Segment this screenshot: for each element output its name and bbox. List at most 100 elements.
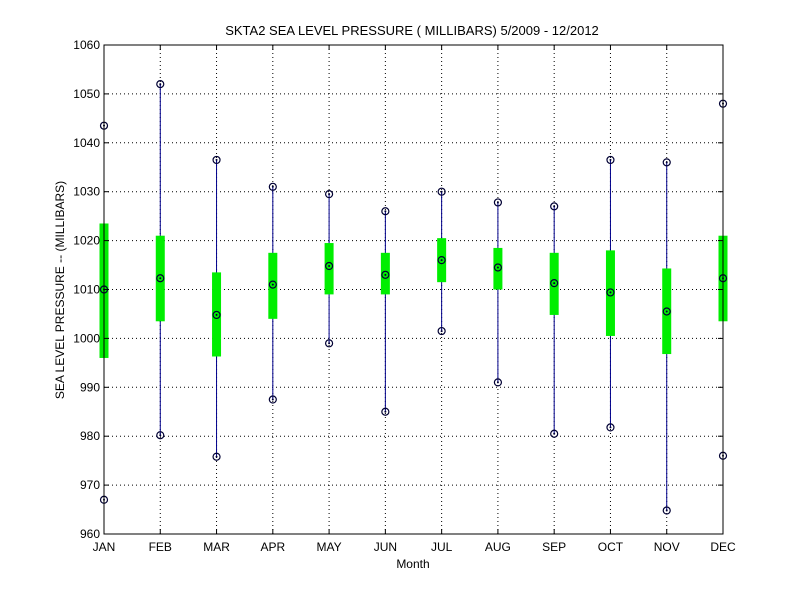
max-marker-dot bbox=[384, 210, 387, 213]
min-marker-dot bbox=[609, 426, 612, 429]
max-marker-dot bbox=[159, 83, 162, 86]
min-marker bbox=[324, 339, 334, 348]
y-axis-ticks: 960 970 980 990 1000 1010 1020 1030 1040 1050 1060 bbox=[73, 38, 723, 541]
mean-marker bbox=[212, 310, 221, 320]
x-axis-ticks: JAN FEB MAR APR MAY JUN JUL AUG SEP OCT NOV DEC bbox=[93, 45, 736, 554]
y-tick-label: 1050 bbox=[73, 87, 100, 101]
mean-marker-dot bbox=[440, 259, 443, 262]
month-group-mar bbox=[212, 155, 222, 461]
min-marker-dot bbox=[440, 330, 443, 333]
mean-marker bbox=[550, 279, 559, 288]
mean-marker bbox=[324, 261, 334, 271]
mean-marker bbox=[437, 256, 446, 265]
min-marker bbox=[268, 395, 277, 404]
chart-title: SKTA2 SEA LEVEL PRESSURE ( MILLIBARS) 5/… bbox=[225, 23, 599, 38]
month-group-apr bbox=[268, 182, 278, 404]
mean-marker-dot bbox=[384, 273, 387, 276]
y-tick-label: 990 bbox=[80, 380, 100, 394]
x-axis-label: Month bbox=[396, 557, 429, 571]
max-marker-dot bbox=[328, 193, 331, 196]
min-marker-dot bbox=[328, 342, 331, 345]
month-group-aug bbox=[493, 198, 503, 387]
min-marker bbox=[606, 423, 615, 432]
x-tick-label: APR bbox=[260, 540, 285, 554]
max-marker-dot bbox=[665, 161, 668, 164]
min-marker-dot bbox=[553, 432, 556, 435]
min-marker bbox=[437, 326, 446, 336]
y-axis-label: SEA LEVEL PRESSURE -- (MILLIBARS) bbox=[53, 181, 67, 399]
mean-marker bbox=[268, 280, 277, 289]
min-marker bbox=[662, 506, 671, 515]
max-marker bbox=[324, 190, 334, 199]
max-marker-dot bbox=[609, 158, 612, 161]
mean-marker bbox=[156, 274, 165, 283]
mean-marker bbox=[606, 288, 615, 297]
x-tick-label: OCT bbox=[598, 540, 624, 554]
month-group-oct bbox=[605, 155, 615, 432]
range-box bbox=[380, 252, 390, 295]
x-tick-label: JUN bbox=[374, 540, 397, 554]
max-marker bbox=[437, 187, 446, 196]
range-box bbox=[268, 252, 278, 319]
max-marker bbox=[212, 155, 221, 165]
min-marker-dot bbox=[665, 509, 668, 512]
x-tick-label: NOV bbox=[654, 540, 680, 554]
x-tick-label: JAN bbox=[93, 540, 116, 554]
x-tick-label: SEP bbox=[542, 540, 566, 554]
x-tick-label: DEC bbox=[710, 540, 736, 554]
min-marker-dot bbox=[215, 455, 218, 458]
month-group-may bbox=[324, 190, 334, 348]
range-box bbox=[493, 247, 503, 290]
min-marker bbox=[212, 452, 221, 461]
mean-marker-dot bbox=[215, 313, 218, 316]
max-marker bbox=[268, 182, 277, 191]
max-marker-dot bbox=[553, 205, 556, 208]
max-marker bbox=[550, 202, 559, 211]
min-marker-dot bbox=[159, 434, 162, 437]
y-tick-label: 1060 bbox=[73, 38, 100, 52]
max-marker-dot bbox=[271, 185, 274, 188]
month-group-feb bbox=[155, 80, 165, 440]
y-tick-label: 1020 bbox=[73, 234, 100, 248]
range-box bbox=[324, 243, 334, 295]
min-marker bbox=[550, 429, 559, 438]
min-marker bbox=[493, 378, 503, 387]
x-tick-label: MAY bbox=[317, 540, 342, 554]
y-tick-label: 970 bbox=[80, 478, 100, 492]
max-marker bbox=[381, 207, 390, 216]
min-marker-dot bbox=[271, 398, 274, 401]
mean-marker-dot bbox=[496, 266, 499, 269]
max-marker bbox=[493, 198, 503, 207]
min-marker-dot bbox=[496, 381, 499, 384]
mean-marker-dot bbox=[328, 265, 331, 268]
grid-lines bbox=[104, 45, 723, 534]
mean-marker-dot bbox=[553, 282, 556, 285]
mean-marker-dot bbox=[665, 310, 668, 313]
min-marker bbox=[156, 431, 165, 440]
max-marker-dot bbox=[496, 201, 499, 204]
month-group-nov bbox=[662, 158, 672, 515]
max-marker bbox=[662, 158, 671, 167]
mean-marker-dot bbox=[609, 291, 612, 294]
mean-marker bbox=[493, 263, 503, 272]
month-group-sep bbox=[549, 202, 559, 438]
mean-marker bbox=[381, 270, 390, 279]
min-marker-dot bbox=[384, 410, 387, 413]
max-marker bbox=[156, 80, 165, 89]
x-tick-label: MAR bbox=[203, 540, 230, 554]
y-tick-label: 960 bbox=[80, 527, 100, 541]
y-tick-label: 1040 bbox=[73, 136, 100, 150]
max-marker bbox=[606, 155, 615, 165]
max-marker-dot bbox=[215, 158, 218, 161]
y-tick-label: 1030 bbox=[73, 185, 100, 199]
x-tick-label: FEB bbox=[149, 540, 172, 554]
data-marks bbox=[99, 80, 728, 515]
min-marker bbox=[381, 407, 390, 416]
x-tick-label: JUL bbox=[431, 540, 453, 554]
mean-marker-dot bbox=[271, 283, 274, 286]
y-tick-label: 980 bbox=[80, 429, 100, 443]
y-tick-label: 1000 bbox=[73, 331, 100, 345]
mean-marker-dot bbox=[159, 277, 162, 280]
month-group-jul bbox=[437, 187, 447, 336]
